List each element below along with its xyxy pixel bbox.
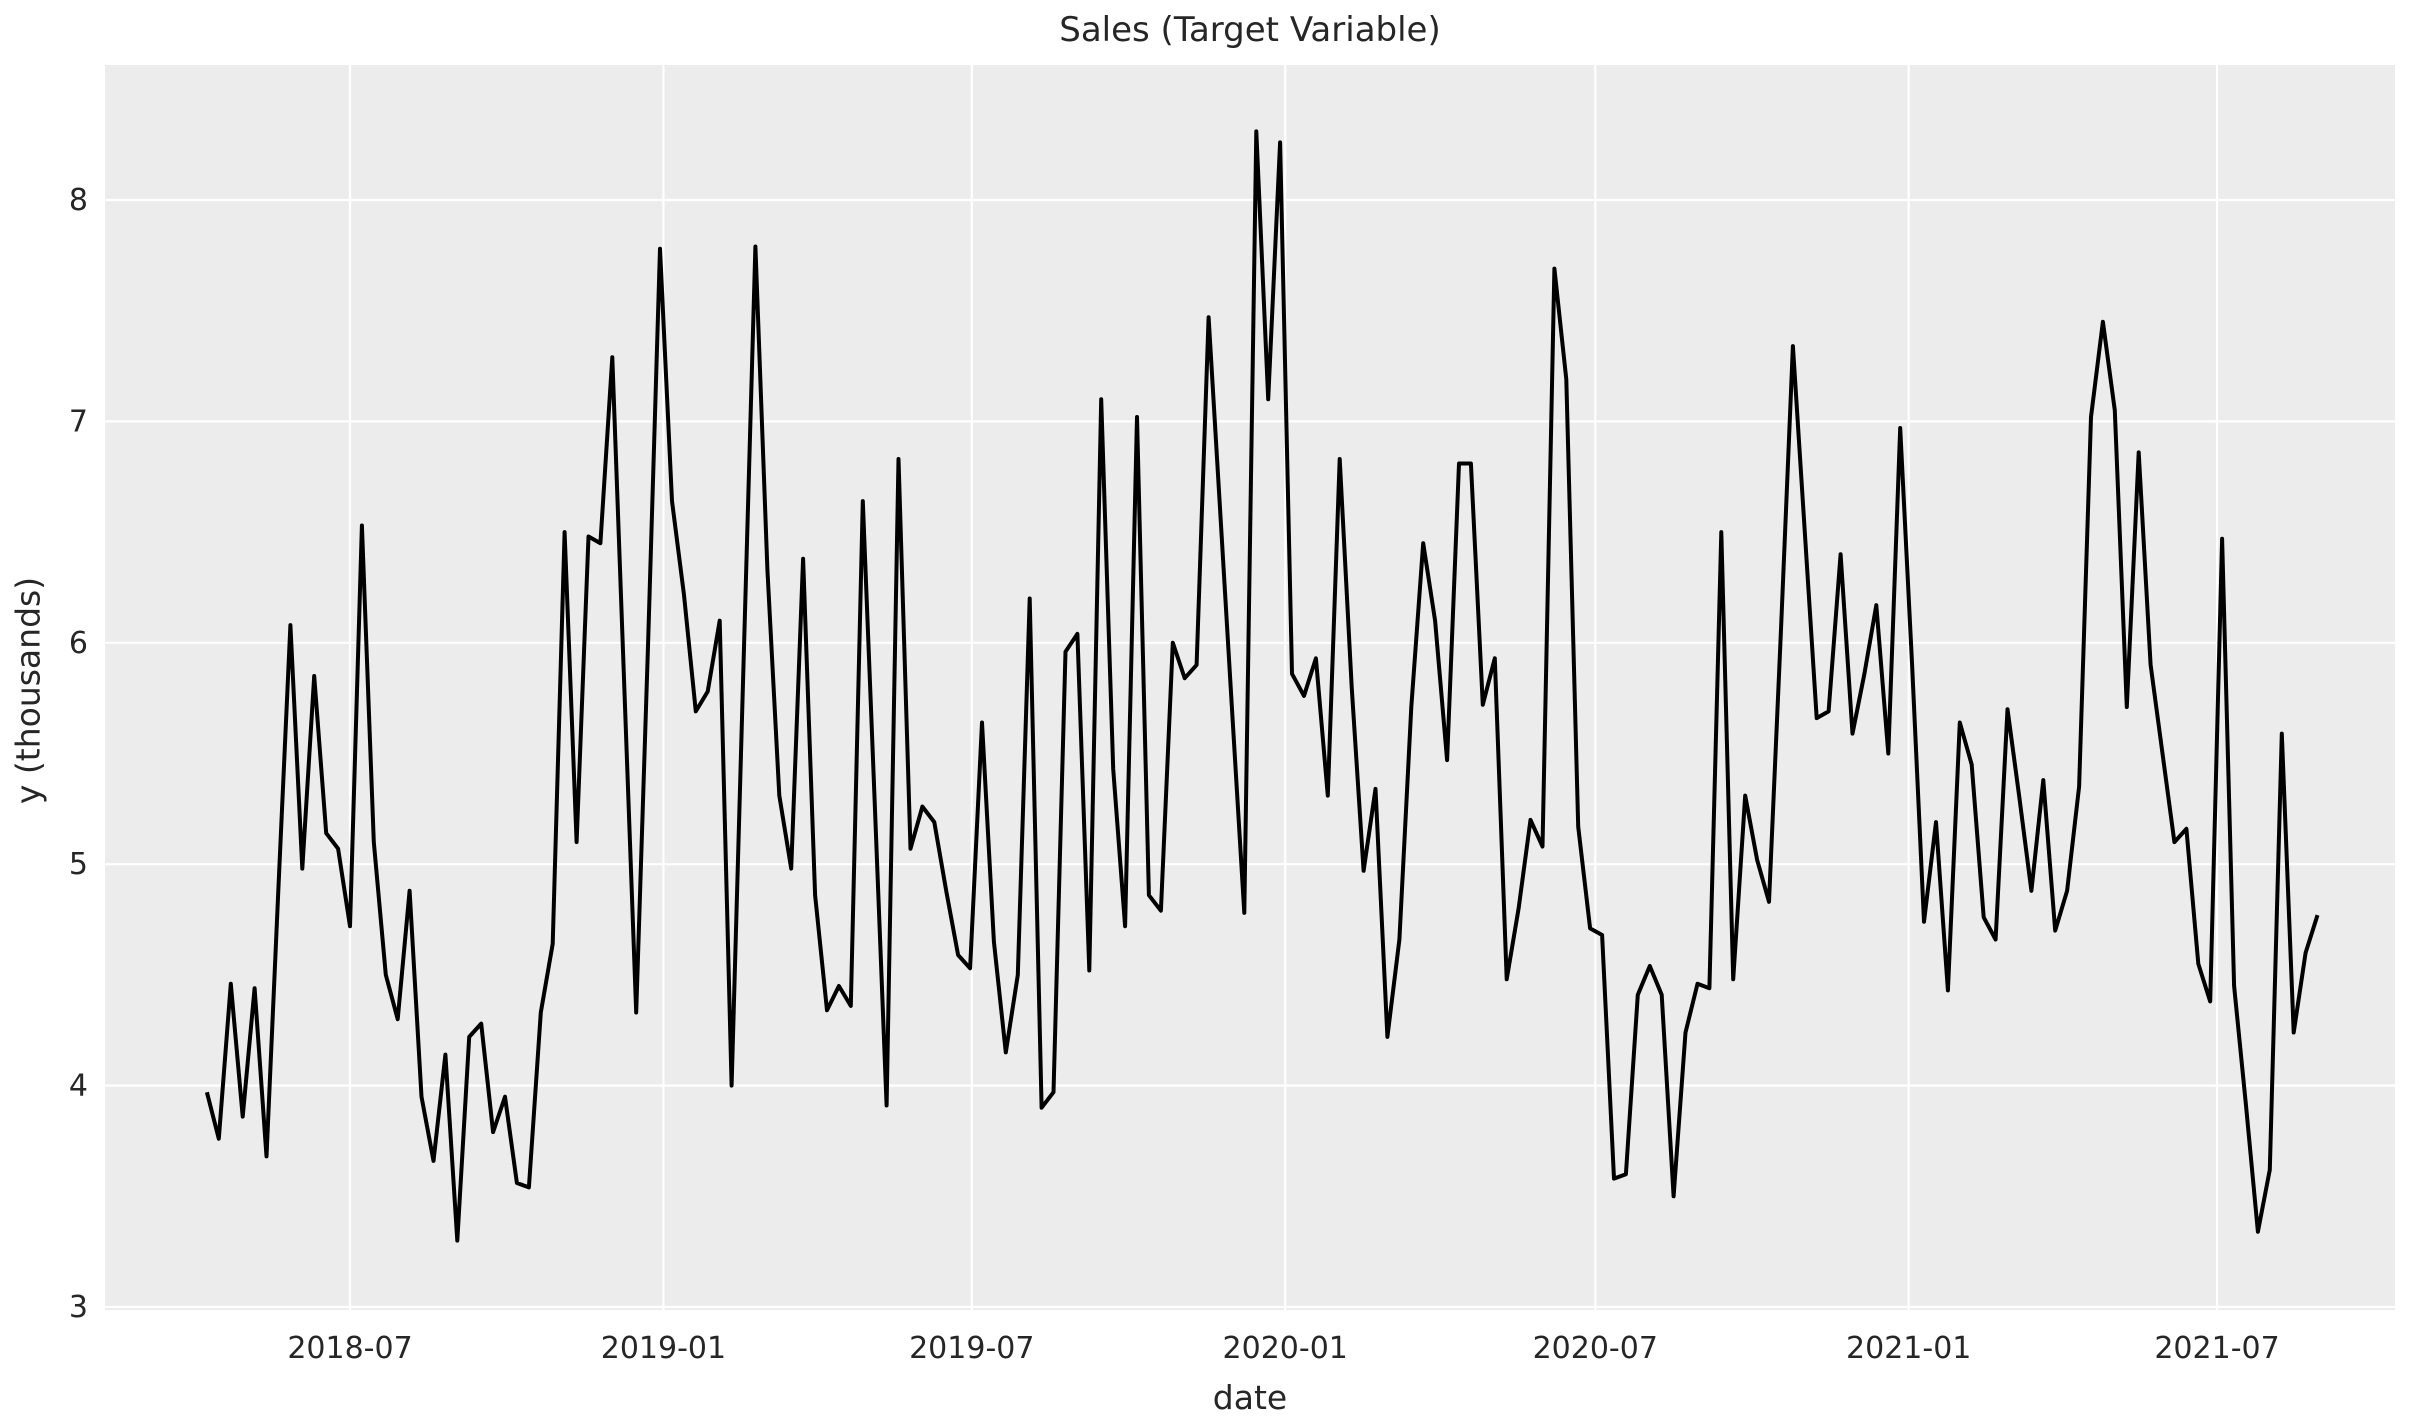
y-axis-label: y (thousands) (8, 576, 48, 805)
y-tick-label: 8 (69, 183, 88, 218)
y-tick-label: 3 (69, 1290, 88, 1325)
x-axis-label: date (1212, 1378, 1288, 1417)
x-tick-label: 2020-01 (1223, 1331, 1348, 1366)
y-tick-label: 7 (69, 404, 88, 439)
x-tick-label: 2018-07 (287, 1331, 412, 1366)
y-tick-label: 5 (69, 847, 88, 882)
x-tick-label: 2019-07 (909, 1331, 1034, 1366)
chart-title: Sales (Target Variable) (1059, 10, 1441, 50)
y-tick-label: 4 (69, 1069, 88, 1104)
x-tick-label: 2021-07 (2154, 1331, 2279, 1366)
x-tick-label: 2021-01 (1846, 1331, 1971, 1366)
x-tick-label: 2019-01 (601, 1331, 726, 1366)
plot-area (105, 65, 2395, 1310)
sales-series-line (204, 129, 2320, 1243)
x-tick-label: 2020-07 (1533, 1331, 1658, 1366)
y-tick-label: 6 (69, 626, 88, 661)
